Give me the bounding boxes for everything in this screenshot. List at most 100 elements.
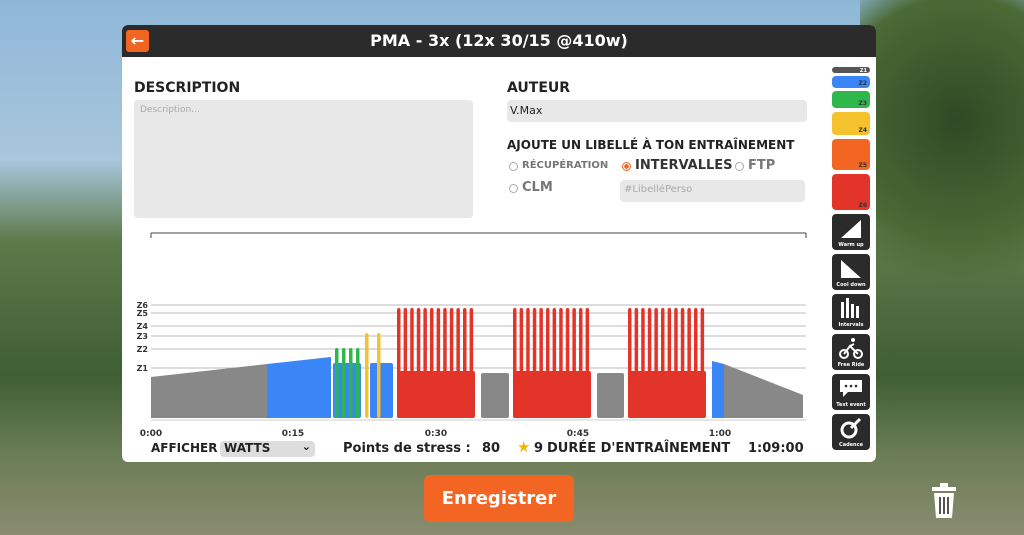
workout-block <box>579 308 583 418</box>
workout-block <box>403 308 408 418</box>
stress-label: Points de stress : <box>343 441 471 456</box>
zone-tile[interactable]: Z6 <box>832 174 870 210</box>
tag-radio[interactable] <box>622 161 631 171</box>
tool-button[interactable]: Text event <box>832 374 870 410</box>
description-label: DESCRIPTION <box>134 80 241 96</box>
description-placeholder: Description... <box>140 105 200 115</box>
tag-label: AJOUTE UN LIBELLÉ À TON ENTRAÎNEMENT <box>507 138 795 152</box>
tool-label: Cool down <box>836 282 866 288</box>
tool-label: Text event <box>836 402 866 408</box>
tool-label: Free Ride <box>837 362 865 368</box>
workout-block <box>565 308 570 418</box>
workout-block <box>572 308 576 418</box>
workout-block <box>365 333 369 418</box>
workout-block <box>436 308 441 418</box>
tag-radio[interactable] <box>509 183 518 193</box>
time-tick-label: 0:45 <box>567 429 589 439</box>
tool-button[interactable]: Warm up <box>832 214 870 250</box>
zone-tile[interactable]: Z3 <box>832 91 870 108</box>
zone-label: Z2 <box>137 345 148 354</box>
workout-block <box>423 308 427 418</box>
tag-option[interactable]: FTP <box>748 158 776 173</box>
zone-tile-label: Z5 <box>858 162 867 169</box>
tool-label: Warm up <box>838 242 864 248</box>
workout-block <box>546 308 550 418</box>
workout-block <box>539 308 543 418</box>
zone-label: Z1 <box>137 364 149 373</box>
workout-block <box>628 308 632 418</box>
tool-icon <box>841 220 861 238</box>
tag-radio[interactable] <box>509 162 518 171</box>
workout-block <box>661 308 665 418</box>
tag-option[interactable]: CLM <box>522 180 553 195</box>
tool-icon <box>840 380 862 397</box>
display-label: AFFICHER <box>151 441 218 455</box>
time-tick-label: 0:15 <box>282 429 304 439</box>
workout-block <box>397 308 401 418</box>
tool-icon <box>841 298 859 318</box>
tool-icon <box>839 338 863 359</box>
tag-option[interactable]: INTERVALLES <box>635 158 733 173</box>
tag-option[interactable]: RÉCUPÉRATION <box>522 160 609 171</box>
zone-tile[interactable]: Z2 <box>832 76 870 88</box>
background-trees <box>860 0 1024 300</box>
workout-block <box>513 371 591 418</box>
zone-tile-label: Z6 <box>858 202 867 209</box>
workout-block <box>597 373 624 418</box>
zone-label: Z6 <box>137 301 149 310</box>
zone-label: Z5 <box>137 309 149 318</box>
tag-radio[interactable] <box>735 161 744 171</box>
tool-label: Cadence <box>839 442 863 448</box>
dropdown-chevron: ⌄ <box>301 440 311 453</box>
tool-button[interactable]: Free Ride <box>832 334 870 370</box>
workout-block <box>342 348 346 418</box>
workout-block <box>443 308 447 418</box>
tool-icon <box>840 417 862 439</box>
zone-tile-label: Z4 <box>858 127 867 134</box>
save-button[interactable]: Enregistrer <box>424 475 574 522</box>
tool-button[interactable]: Cool down <box>832 254 870 290</box>
workout-block <box>585 308 590 418</box>
workout-block <box>680 308 685 418</box>
zone-tile[interactable]: Z4 <box>832 112 870 135</box>
workout-block <box>687 308 691 418</box>
duration-value: 1:09:00 <box>748 441 804 456</box>
workout-block <box>532 308 537 418</box>
author-input[interactable]: V.Max <box>507 100 807 122</box>
workout-block <box>430 308 434 418</box>
workout-block <box>674 308 678 418</box>
tool-label: Intervals <box>838 322 864 328</box>
workout-title[interactable]: PMA - 3x (12x 30/15 @410w) <box>370 31 628 50</box>
workout-block <box>469 308 474 418</box>
duration-label: DURÉE D'ENTRAÎNEMENT <box>547 441 731 456</box>
workout-block <box>700 308 705 418</box>
workout-block <box>667 308 672 418</box>
description-input[interactable]: Description... <box>134 100 473 218</box>
custom-tag-placeholder: #LibelléPerso <box>624 184 693 195</box>
zone-label: Z4 <box>137 322 149 331</box>
workout-block <box>397 371 475 418</box>
level-star: ★ <box>517 438 531 456</box>
tool-button[interactable]: Intervals <box>832 294 870 330</box>
tool-button[interactable]: Cadence <box>832 414 870 450</box>
workout-block <box>724 364 803 418</box>
time-tick-label: 0:00 <box>140 429 162 439</box>
tool-icon <box>841 260 861 278</box>
delete-button[interactable] <box>930 483 958 519</box>
workout-block <box>333 363 361 418</box>
zone-tile[interactable]: Z1 <box>832 67 870 74</box>
workout-block <box>416 308 421 418</box>
zone-tile-label: Z2 <box>858 80 867 87</box>
zone-tile-label: Z1 <box>859 68 867 74</box>
zone-tile[interactable]: Z5 <box>832 139 870 170</box>
back-button[interactable]: ← <box>126 30 149 52</box>
workout-block <box>481 373 509 418</box>
author-label: AUTEUR <box>507 80 571 96</box>
custom-tag-input[interactable]: #LibelléPerso <box>620 180 805 202</box>
stress-value: 80 <box>482 441 501 456</box>
workout-block <box>335 348 339 418</box>
workout-block <box>552 308 557 418</box>
display-dropdown[interactable]: WATTS ⌄ <box>220 440 315 457</box>
workout-block <box>410 308 414 418</box>
